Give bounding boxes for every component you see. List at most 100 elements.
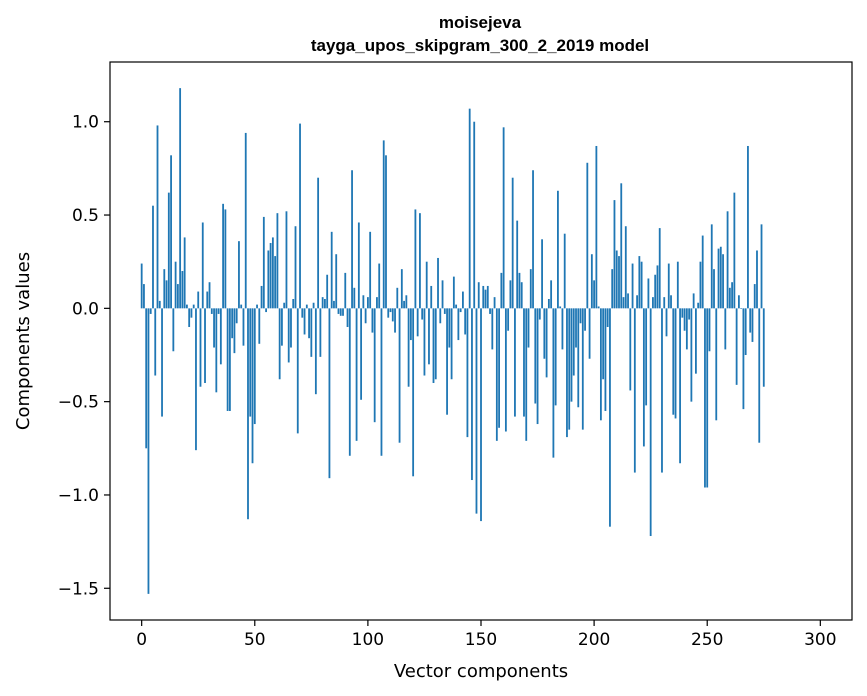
bar-74	[308, 308, 310, 339]
bar-69	[296, 308, 299, 434]
bar-75	[310, 308, 313, 357]
bar-197	[586, 162, 589, 309]
bar-217	[631, 263, 634, 309]
bar-34	[217, 308, 220, 314]
bar-156	[493, 297, 496, 309]
bar-266	[742, 308, 745, 410]
bar-3	[147, 308, 150, 594]
bar-118	[407, 308, 410, 387]
bar-15	[174, 261, 177, 309]
bar-206	[606, 308, 609, 327]
bar-172	[529, 269, 532, 309]
bar-171	[527, 308, 530, 348]
bar-242	[688, 308, 691, 320]
bar-36	[222, 203, 225, 309]
bar-series	[140, 88, 765, 594]
chart-title-line2: tayga_upos_skipgram_300_2_2019 model	[311, 36, 649, 55]
bar-40	[231, 308, 234, 339]
bar-24	[195, 308, 197, 451]
bar-103	[373, 308, 376, 423]
bar-226	[652, 297, 654, 309]
y-axis-label: Components values	[13, 252, 34, 430]
chart-title-line1: moisejeva	[439, 13, 522, 32]
bar-125	[423, 308, 426, 376]
bar-80	[321, 297, 324, 309]
bar-65	[287, 308, 290, 363]
bar-22	[190, 308, 193, 318]
bar-180	[547, 299, 550, 309]
bar-26	[199, 308, 202, 387]
bar-114	[398, 308, 401, 443]
bar-62	[281, 308, 283, 346]
bar-29	[206, 291, 209, 309]
bar-163	[509, 280, 512, 309]
bar-232	[665, 308, 668, 337]
bar-164	[511, 177, 514, 309]
bar-58	[271, 237, 274, 309]
bar-220	[638, 256, 641, 309]
bar-141	[459, 308, 462, 313]
y-tick-label: 0.5	[72, 206, 99, 226]
bar-31	[210, 308, 213, 314]
bar-149	[477, 282, 480, 309]
bar-179	[545, 308, 548, 378]
bar-23	[192, 304, 195, 309]
bar-44	[240, 304, 243, 309]
bar-127	[428, 308, 430, 365]
bar-32	[213, 308, 215, 348]
bar-233	[667, 263, 670, 309]
bar-27	[201, 222, 204, 309]
bar-253	[713, 269, 715, 309]
bar-88	[339, 308, 342, 316]
bar-135	[446, 308, 448, 415]
bar-255	[717, 248, 720, 309]
bar-89	[342, 308, 344, 316]
bar-205	[604, 308, 607, 411]
bar-257	[722, 254, 724, 309]
bar-155	[491, 308, 494, 350]
bar-128	[430, 285, 433, 309]
bar-91	[346, 308, 349, 327]
bar-167	[518, 272, 521, 309]
bar-86	[335, 254, 338, 309]
bar-83	[328, 308, 331, 479]
bar-201	[595, 145, 598, 309]
bar-273	[758, 308, 761, 443]
bar-8	[158, 300, 161, 309]
bar-249	[704, 308, 706, 488]
x-tick-label: 150	[465, 630, 497, 650]
x-axis-ticks: 0 50 100 150 200 250 300	[136, 620, 837, 650]
bar-25	[197, 291, 200, 309]
bar-76	[312, 302, 315, 309]
bar-109	[387, 308, 390, 318]
bar-176	[538, 308, 541, 320]
bar-274	[760, 224, 763, 309]
x-tick-label: 0	[136, 630, 147, 650]
bar-268	[747, 145, 749, 309]
bar-246	[697, 302, 700, 309]
bar-161	[504, 308, 507, 432]
bar-208	[611, 269, 614, 309]
bar-73	[305, 304, 308, 309]
bar-221	[640, 261, 643, 309]
bar-154	[489, 308, 491, 314]
bar-78	[317, 177, 320, 309]
bar-229	[658, 228, 661, 309]
bar-213	[622, 297, 625, 309]
bar-0	[140, 263, 143, 309]
bar-104	[376, 297, 378, 309]
bar-165	[514, 308, 516, 417]
bar-166	[516, 220, 519, 309]
bar-6	[154, 308, 157, 376]
y-tick-label: 0.0	[72, 299, 99, 319]
bar-61	[278, 308, 281, 380]
bar-182	[552, 308, 555, 458]
bar-195	[581, 308, 584, 430]
bar-147	[473, 121, 476, 309]
bar-113	[396, 287, 399, 309]
bar-181	[550, 280, 553, 309]
bar-4	[149, 308, 152, 314]
bar-140	[457, 308, 460, 341]
bar-7	[156, 125, 159, 309]
